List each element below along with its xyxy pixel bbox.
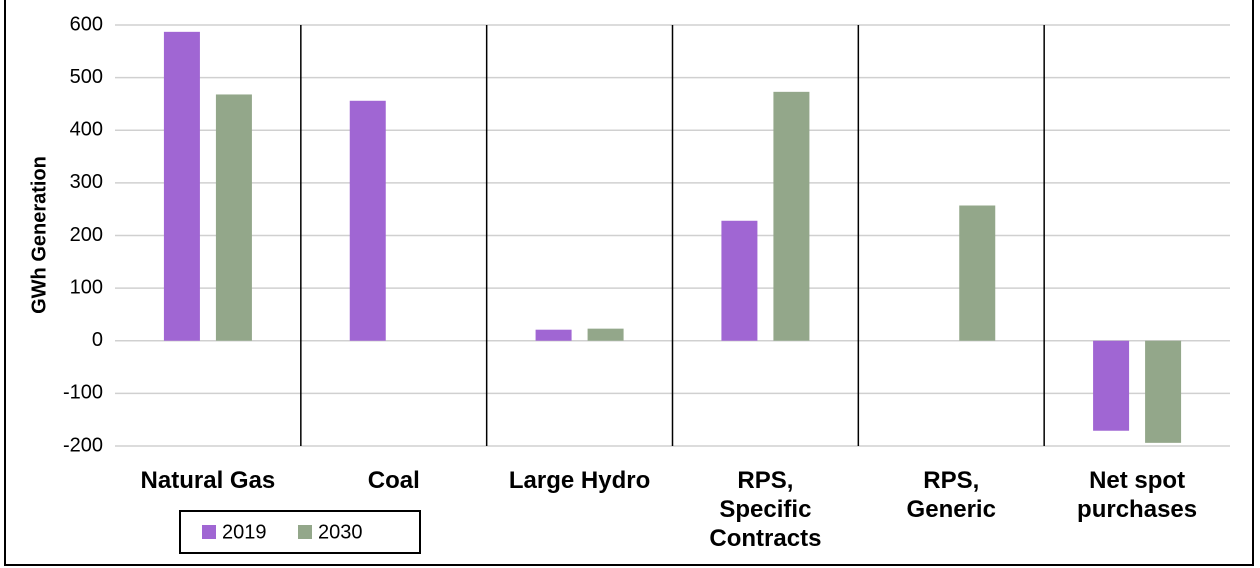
y-tick-label: 400 [70,119,103,141]
bar [1093,340,1130,431]
y-tick-label: -200 [63,434,103,456]
x-tick-label: Net spot purchases [1077,467,1197,523]
y-tick-label: 200 [70,224,103,246]
bar [163,31,200,341]
y-tick-label: 100 [70,276,103,298]
x-tick-label: RPS, Specific Contracts [709,467,821,552]
bar [215,94,252,341]
bar [959,205,996,341]
bar [349,100,386,341]
x-tick-label: Natural Gas [141,467,276,494]
y-tick-label: 500 [70,66,103,88]
bar [721,220,758,341]
legend-label: 2019 [222,521,267,543]
frame [4,0,1254,566]
bar [773,91,810,341]
legend-swatch [202,525,216,539]
y-tick-label: 600 [70,13,103,35]
x-tick-label: Coal [368,467,420,494]
bar [535,329,572,341]
legend-swatch [298,525,312,539]
bar [587,328,624,341]
legend-label: 2030 [318,521,363,543]
y-tick-label: 300 [70,171,103,193]
y-tick-label: 0 [92,329,103,351]
x-tick-label: RPS, Generic [907,467,996,523]
y-tick-label: -100 [63,382,103,404]
bar [1145,340,1182,443]
y-axis-label: GWh Generation [28,156,50,314]
x-tick-label: Large Hydro [509,467,650,494]
